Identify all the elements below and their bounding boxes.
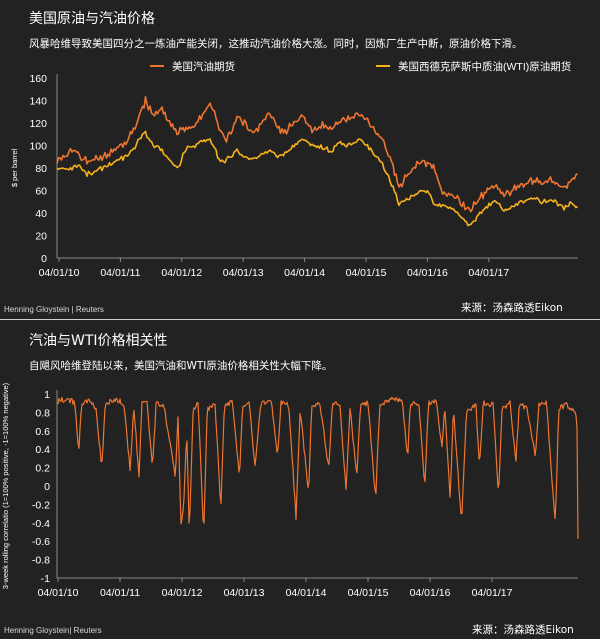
x-tick-label: 04/01/14	[286, 587, 327, 599]
x-tick-label: 04/01/15	[348, 587, 389, 599]
y-axis-label: $ per barrel	[10, 148, 19, 187]
y-tick-label: -0.6	[32, 536, 50, 548]
y-tick-label: -0.4	[32, 518, 50, 530]
y-tick-label: 120	[29, 118, 47, 130]
x-tick-label: 04/01/12	[162, 587, 203, 599]
y-axis-label: 3-week rolling correlatio (1=100% positi…	[1, 382, 10, 589]
correlation-chart: -1 -0.8 -0.6 -0.4 -0.2 0 0.2 0.4 0.6 0.8 1 3-week r…	[1, 382, 579, 599]
y-tick-label: -0.2	[32, 499, 50, 511]
legend-label: 美国汽油期货	[172, 60, 235, 73]
chart-credit: Henning Gloystein | Reuters	[4, 305, 104, 314]
y-tick-label: 0.8	[35, 407, 50, 419]
x-tick-label: 04/01/15	[346, 267, 387, 279]
x-tick-label: 04/01/17	[472, 587, 513, 599]
x-tick-label: 04/01/11	[100, 587, 140, 599]
y-tick-label: 0	[41, 253, 47, 265]
chart-source: 来源：汤森路透Eikon	[472, 624, 574, 636]
y-tick-label: 100	[29, 141, 47, 153]
y-tick-label: 140	[29, 96, 47, 108]
y-tick-label: 80	[35, 163, 47, 175]
y-tick-label: 0	[44, 481, 50, 493]
price-chart: 0 20 40 60 80 100 120 140 160 $ per barrel 04/01/1…	[10, 60, 578, 279]
y-tick-label: 20	[35, 231, 47, 243]
chart-subtitle: 风暴哈维导致美国四分之一炼油产能关闭，这推动汽油价格大涨。同时，因炼厂生产中断，…	[29, 38, 523, 50]
x-tick-label: 04/01/17	[468, 267, 509, 279]
x-tick-label: 04/01/11	[100, 267, 140, 279]
chart-title: 汽油与WTI价格相关性	[29, 333, 168, 349]
legend-label: 美国西德克萨斯中质油(WTI)原油期货	[398, 60, 571, 73]
x-tick-label: 04/01/13	[224, 587, 265, 599]
chart-panel-prices: 美国原油与汽油价格 风暴哈维导致美国四分之一炼油产能关闭，这推动汽油价格大涨。同…	[0, 0, 600, 319]
x-tick-label: 04/01/12	[161, 267, 202, 279]
y-tick-label: 0.4	[35, 444, 50, 456]
y-tick-label: 0.2	[35, 463, 50, 475]
x-tick-label: 04/01/14	[284, 267, 325, 279]
series-line	[56, 96, 578, 213]
y-tick-label: -0.8	[32, 555, 50, 567]
chart-panel-correlation: 汽油与WTI价格相关性 自飓风哈维登陆以来，美国汽油和WTI原油价格相关性大幅下…	[0, 320, 600, 639]
y-tick-label: -1	[41, 573, 50, 585]
x-tick-label: 04/01/10	[38, 587, 79, 599]
x-tick-label: 04/01/10	[39, 267, 80, 279]
x-tick-label: 04/01/16	[407, 267, 448, 279]
series-line	[56, 396, 579, 539]
chart-subtitle: 自飓风哈维登陆以来，美国汽油和WTI原油价格相关性大幅下降。	[29, 360, 333, 372]
x-tick-label: 04/01/16	[410, 587, 451, 599]
y-tick-label: 60	[35, 186, 47, 198]
chart-title: 美国原油与汽油价格	[29, 11, 155, 27]
panel-divider	[0, 319, 600, 320]
chart-credit: Henning Gloystein| Reuters	[4, 626, 102, 635]
y-tick-label: 160	[29, 73, 47, 85]
series-line	[56, 130, 578, 227]
y-tick-label: 0.6	[35, 426, 50, 438]
x-tick-label: 04/01/13	[223, 267, 264, 279]
chart-source: 来源：汤森路透Eikon	[461, 302, 563, 314]
y-tick-label: 1	[44, 389, 50, 401]
y-tick-label: 40	[35, 208, 47, 220]
